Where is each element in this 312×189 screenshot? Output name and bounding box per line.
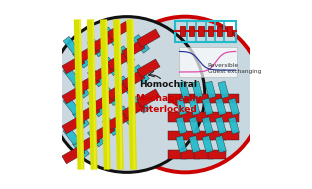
FancyBboxPatch shape (107, 21, 130, 40)
FancyBboxPatch shape (202, 98, 213, 115)
FancyBboxPatch shape (63, 36, 80, 55)
FancyBboxPatch shape (88, 38, 105, 57)
FancyBboxPatch shape (92, 93, 115, 111)
FancyBboxPatch shape (181, 150, 200, 159)
FancyBboxPatch shape (63, 126, 80, 145)
FancyBboxPatch shape (62, 55, 85, 74)
FancyBboxPatch shape (62, 145, 85, 164)
FancyBboxPatch shape (92, 33, 115, 51)
FancyBboxPatch shape (189, 136, 200, 153)
FancyBboxPatch shape (72, 110, 90, 128)
FancyBboxPatch shape (215, 136, 226, 153)
FancyBboxPatch shape (181, 131, 200, 140)
FancyBboxPatch shape (181, 94, 200, 103)
FancyBboxPatch shape (62, 85, 85, 104)
FancyBboxPatch shape (77, 134, 100, 153)
Text: Mechanically
Interlocked: Mechanically Interlocked (135, 94, 201, 114)
FancyBboxPatch shape (118, 106, 134, 125)
FancyBboxPatch shape (92, 63, 115, 81)
FancyBboxPatch shape (189, 26, 194, 36)
FancyBboxPatch shape (103, 27, 119, 46)
FancyBboxPatch shape (137, 29, 160, 47)
FancyBboxPatch shape (122, 40, 145, 59)
FancyBboxPatch shape (181, 112, 200, 122)
FancyBboxPatch shape (72, 80, 90, 98)
FancyBboxPatch shape (189, 98, 200, 115)
FancyBboxPatch shape (137, 59, 160, 77)
FancyBboxPatch shape (88, 128, 105, 147)
FancyBboxPatch shape (88, 98, 105, 117)
FancyBboxPatch shape (221, 94, 240, 103)
FancyBboxPatch shape (103, 57, 119, 76)
FancyBboxPatch shape (218, 81, 229, 98)
FancyBboxPatch shape (189, 117, 200, 134)
FancyBboxPatch shape (168, 150, 187, 159)
Text: Guest exchanging: Guest exchanging (207, 69, 261, 74)
FancyBboxPatch shape (176, 117, 187, 134)
FancyBboxPatch shape (215, 117, 226, 134)
FancyBboxPatch shape (122, 100, 145, 119)
FancyBboxPatch shape (77, 44, 100, 63)
FancyBboxPatch shape (107, 81, 130, 100)
FancyBboxPatch shape (133, 35, 149, 53)
FancyBboxPatch shape (207, 94, 226, 103)
FancyBboxPatch shape (228, 98, 239, 115)
FancyBboxPatch shape (103, 87, 119, 106)
FancyBboxPatch shape (202, 136, 213, 153)
FancyBboxPatch shape (168, 131, 187, 140)
FancyBboxPatch shape (228, 117, 239, 134)
FancyBboxPatch shape (118, 76, 134, 94)
FancyBboxPatch shape (118, 46, 134, 64)
Text: Reversible: Reversible (207, 63, 239, 68)
FancyBboxPatch shape (207, 112, 226, 122)
FancyBboxPatch shape (88, 68, 105, 87)
FancyBboxPatch shape (63, 96, 80, 115)
FancyBboxPatch shape (77, 74, 100, 93)
FancyBboxPatch shape (194, 150, 213, 159)
FancyBboxPatch shape (92, 123, 115, 141)
FancyBboxPatch shape (217, 26, 222, 36)
FancyBboxPatch shape (215, 98, 226, 115)
FancyBboxPatch shape (179, 81, 190, 98)
FancyBboxPatch shape (180, 26, 185, 36)
FancyBboxPatch shape (168, 112, 187, 122)
FancyBboxPatch shape (208, 26, 213, 36)
FancyBboxPatch shape (202, 117, 213, 134)
FancyBboxPatch shape (122, 70, 145, 89)
FancyBboxPatch shape (176, 98, 187, 115)
FancyBboxPatch shape (207, 150, 226, 159)
FancyBboxPatch shape (62, 115, 85, 134)
FancyBboxPatch shape (168, 94, 187, 103)
FancyBboxPatch shape (221, 131, 240, 140)
FancyBboxPatch shape (103, 117, 119, 136)
Circle shape (107, 17, 263, 172)
FancyBboxPatch shape (192, 81, 203, 98)
FancyBboxPatch shape (194, 112, 213, 122)
FancyBboxPatch shape (178, 47, 237, 77)
Circle shape (49, 17, 205, 172)
FancyBboxPatch shape (205, 81, 216, 98)
FancyBboxPatch shape (227, 26, 232, 36)
FancyBboxPatch shape (72, 50, 90, 68)
Text: Homochiral: Homochiral (139, 80, 197, 89)
FancyBboxPatch shape (194, 131, 213, 140)
FancyBboxPatch shape (107, 51, 130, 70)
FancyBboxPatch shape (194, 94, 213, 103)
FancyBboxPatch shape (137, 89, 160, 108)
FancyBboxPatch shape (221, 112, 240, 122)
FancyBboxPatch shape (77, 104, 100, 122)
FancyBboxPatch shape (207, 131, 226, 140)
FancyBboxPatch shape (176, 136, 187, 153)
FancyBboxPatch shape (107, 112, 130, 130)
FancyBboxPatch shape (72, 139, 90, 158)
FancyBboxPatch shape (63, 66, 80, 85)
FancyBboxPatch shape (133, 94, 149, 113)
FancyBboxPatch shape (198, 26, 204, 36)
FancyBboxPatch shape (133, 64, 149, 83)
